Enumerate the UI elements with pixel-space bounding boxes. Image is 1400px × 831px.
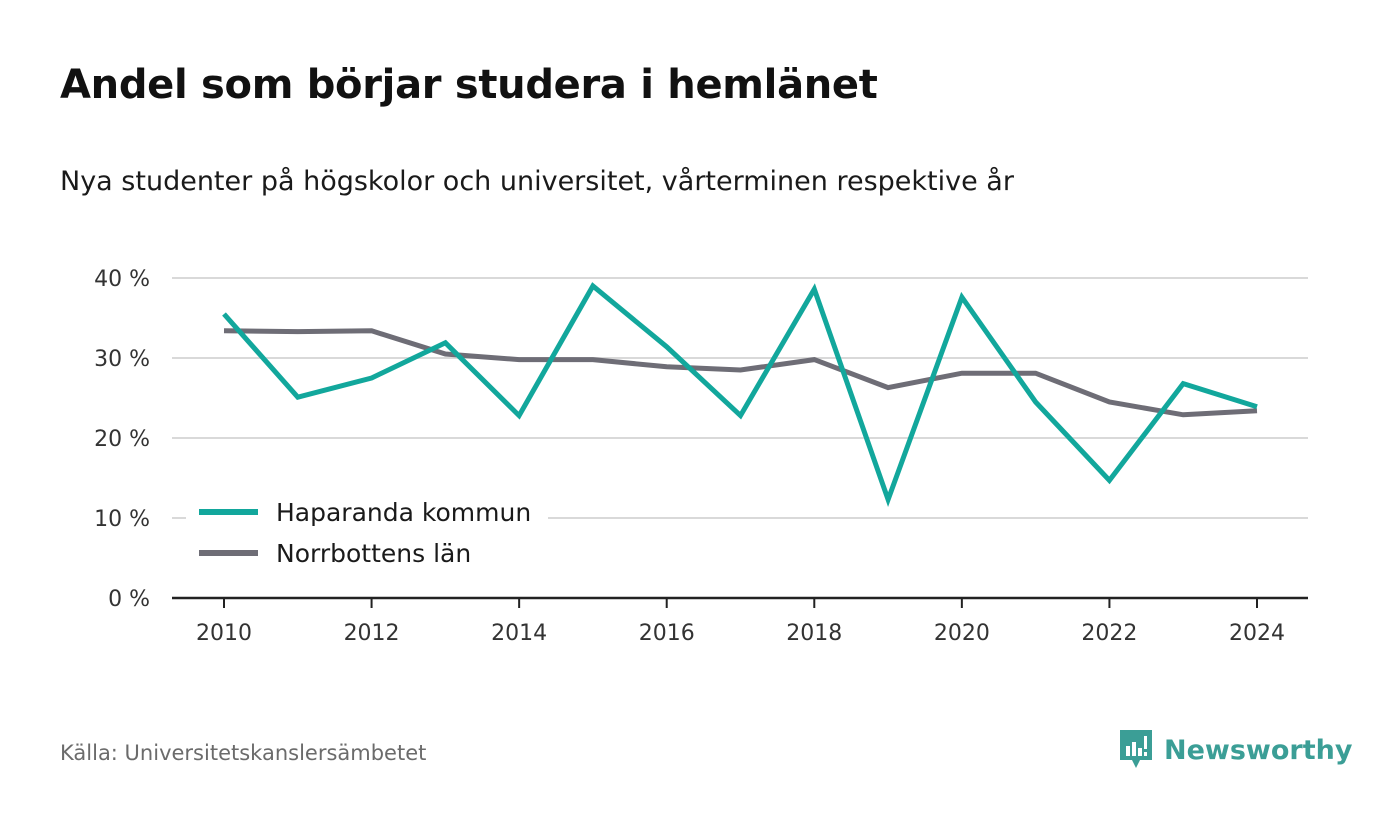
x-tick-label: 2022 bbox=[1081, 621, 1137, 646]
source-note: Källa: Universitetskanslersämbetet bbox=[60, 741, 427, 765]
y-tick-label: 0 % bbox=[108, 587, 150, 612]
brand-name: Newsworthy bbox=[1164, 734, 1353, 766]
x-tick-label: 2018 bbox=[786, 621, 842, 646]
legend-background bbox=[186, 492, 548, 576]
x-axis: 2010 2012 2014 2016 2018 2020 2022 2024 bbox=[172, 596, 1308, 646]
x-tick-label: 2016 bbox=[639, 621, 695, 646]
x-tick-label: 2014 bbox=[491, 621, 547, 646]
grid-lines bbox=[172, 277, 1308, 519]
newsworthy-logo: Newsworthy bbox=[1118, 728, 1352, 772]
y-tick-label: 10 % bbox=[94, 507, 150, 532]
y-tick-label: 30 % bbox=[94, 347, 150, 372]
chart-title: Andel som börjar studera i hemlänet bbox=[60, 62, 878, 108]
series-line-haparanda bbox=[222, 282, 1258, 508]
x-tick-label: 2010 bbox=[196, 621, 252, 646]
x-tick-label: 2024 bbox=[1229, 621, 1285, 646]
x-tick-label: 2020 bbox=[934, 621, 990, 646]
legend-label: Haparanda kommun bbox=[276, 498, 531, 527]
y-axis-tick-labels: 0 % 10 % 20 % 30 % 40 % bbox=[94, 267, 150, 612]
x-tick-label: 2012 bbox=[344, 621, 400, 646]
series-lines bbox=[222, 282, 1258, 508]
legend-label: Norrbottens län bbox=[276, 539, 471, 568]
series-line-norrbotten bbox=[223, 328, 1258, 418]
legend: Haparanda kommun Norrbottens län bbox=[186, 492, 548, 576]
y-tick-label: 40 % bbox=[94, 267, 150, 292]
newsworthy-logo-icon bbox=[1120, 730, 1152, 768]
chart-subtitle: Nya studenter på högskolor och universit… bbox=[60, 166, 1014, 197]
y-tick-label: 20 % bbox=[94, 427, 150, 452]
